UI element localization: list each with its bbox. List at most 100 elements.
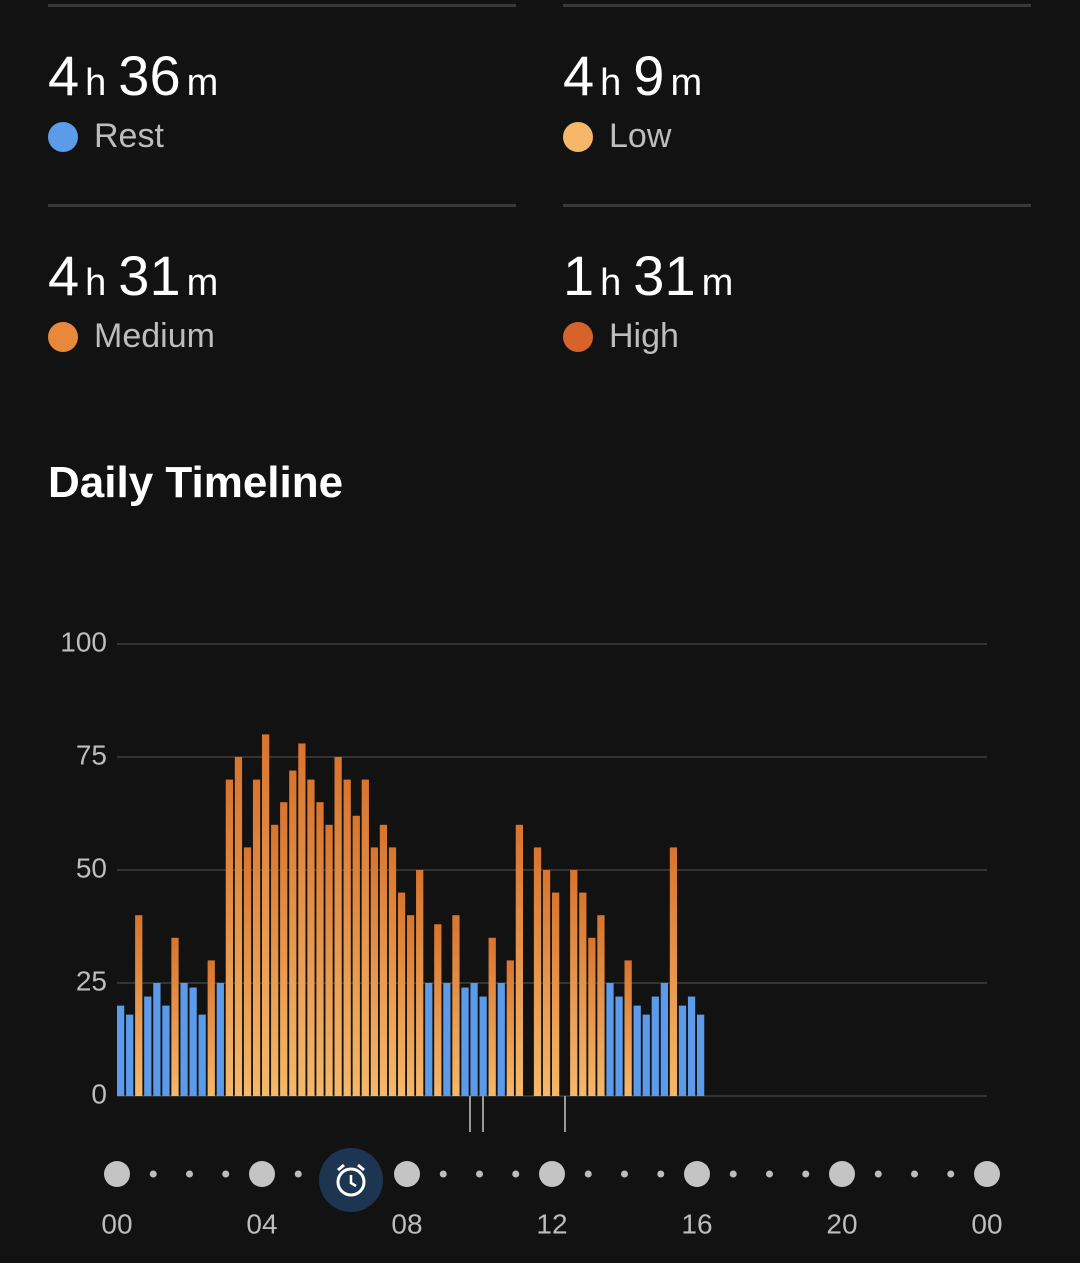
hour-dot [911, 1170, 918, 1178]
hour-dot [476, 1170, 483, 1178]
x-tick-label: 04 [246, 1208, 277, 1239]
duration: 4 h 36 m [48, 43, 230, 108]
bar [216, 983, 224, 1096]
bar [452, 915, 460, 1096]
minutes: 31 [633, 244, 696, 307]
legend-dot [563, 321, 593, 352]
hours: 4 [563, 44, 595, 107]
bar [126, 1014, 134, 1096]
bar [144, 996, 152, 1096]
bar [697, 1014, 705, 1096]
bar [271, 824, 279, 1096]
bar [225, 779, 233, 1096]
stat-tile: 4 h 36 m Rest [48, 4, 516, 187]
hour-dot [512, 1170, 520, 1178]
bar [407, 915, 415, 1096]
x-tick-label: 00 [971, 1208, 1002, 1239]
hour-dot [222, 1170, 230, 1178]
bar [388, 847, 397, 1096]
legend-entry: Medium [48, 317, 215, 356]
y-tick-label: 75 [76, 739, 107, 770]
bar [542, 870, 551, 1096]
bar [379, 824, 388, 1096]
bar [651, 996, 659, 1096]
minutes: 31 [118, 244, 181, 307]
label: High [609, 317, 679, 355]
bar [361, 779, 369, 1096]
hour-dot [186, 1170, 193, 1178]
label: Low [609, 117, 672, 155]
y-tick-label: 50 [76, 852, 107, 883]
x-tick-dot [104, 1161, 130, 1187]
legend-entry: High [563, 317, 679, 356]
hour-dot [621, 1170, 628, 1178]
stat-tile: 4 h 31 m Medium [48, 204, 516, 387]
x-tick-label: 00 [101, 1208, 132, 1239]
bar [243, 847, 252, 1096]
unit: m [670, 62, 703, 104]
bar [588, 937, 596, 1096]
y-tick-label: 25 [76, 965, 107, 996]
hour-dot [584, 1170, 592, 1178]
x-tick-label: 08 [391, 1208, 422, 1239]
hour-dot [766, 1170, 773, 1178]
x-tick-dot [974, 1161, 1000, 1187]
bar [234, 757, 243, 1096]
bar [606, 983, 614, 1096]
bar [669, 847, 678, 1096]
bar [461, 987, 469, 1096]
x-tick-label: 12 [536, 1208, 567, 1239]
hours: 1 [563, 244, 595, 307]
legend-dot [563, 121, 593, 152]
bar [252, 779, 261, 1096]
bar [198, 1014, 206, 1096]
bar [325, 824, 333, 1096]
x-tick-label: 16 [681, 1208, 712, 1239]
hour-dot [149, 1170, 157, 1178]
label: Rest [94, 117, 164, 155]
bar [633, 1005, 641, 1096]
bar [660, 983, 668, 1096]
stat-tile: 1 h 31 m High [563, 204, 1031, 387]
x-tick-dot [829, 1161, 855, 1187]
y-tick-label: 0 [91, 1078, 107, 1109]
bar [416, 870, 424, 1096]
bar [443, 983, 451, 1096]
bar [207, 960, 215, 1096]
x-tick-dot [684, 1161, 710, 1187]
alarm-icon [319, 1148, 383, 1212]
no-data-markers [469, 1096, 566, 1132]
bar [678, 1005, 687, 1096]
y-tick-label: 100 [60, 626, 107, 657]
unit: h [85, 262, 107, 304]
hour-dot [294, 1170, 302, 1178]
bar [642, 1014, 650, 1096]
bar [334, 757, 342, 1096]
bar [533, 847, 542, 1096]
hour-dot [439, 1170, 447, 1178]
unit: h [600, 262, 622, 304]
section-title: Daily Timeline [48, 458, 344, 507]
bar [189, 987, 197, 1096]
legend-dot [48, 321, 78, 352]
hour-dot [947, 1170, 955, 1178]
bar [579, 892, 587, 1096]
bar [162, 1005, 170, 1096]
bar [298, 743, 306, 1096]
label: Medium [94, 317, 215, 355]
minutes: 9 [633, 44, 665, 107]
bar [425, 983, 433, 1096]
bar [289, 770, 297, 1096]
bar [280, 802, 288, 1096]
bar [370, 847, 378, 1096]
bar [570, 870, 578, 1096]
bar [397, 892, 406, 1096]
bar [488, 937, 496, 1096]
duration: 4 h 31 m [48, 243, 230, 308]
bar [135, 915, 143, 1096]
bar [497, 983, 505, 1096]
hour-dot [874, 1170, 882, 1178]
bar [470, 983, 478, 1096]
